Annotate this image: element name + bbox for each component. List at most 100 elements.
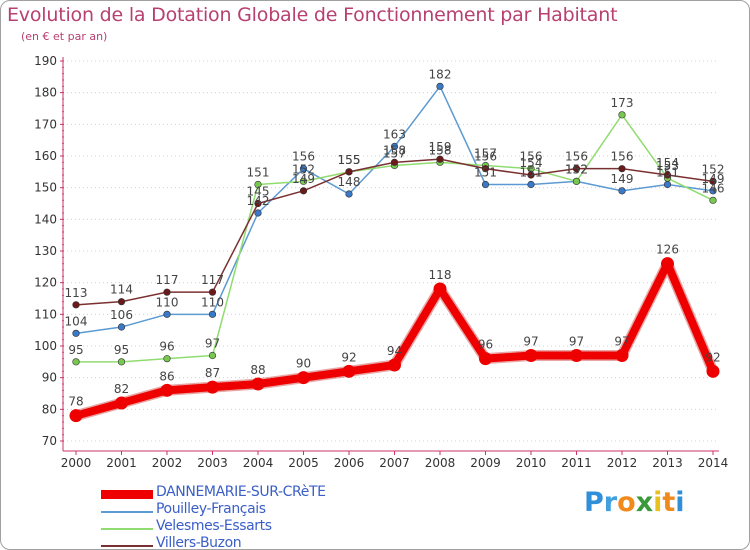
data-point (390, 142, 399, 151)
data-label: 149 (611, 172, 634, 186)
data-label: 118 (429, 268, 452, 282)
series-4 (72, 155, 717, 309)
data-label: 96 (159, 340, 174, 354)
x-tick-label: 2003 (197, 456, 228, 470)
data-label: 151 (474, 166, 497, 180)
legend-swatch (101, 490, 153, 499)
data-label: 173 (611, 96, 634, 110)
data-point (618, 111, 626, 119)
data-label: 158 (429, 143, 452, 157)
data-label: 94 (387, 344, 402, 358)
data-point (709, 187, 717, 195)
axes: 70 80 90 100 110 120 130 140 150 160 170 180 190 2000… (34, 54, 728, 470)
data-label: 156 (520, 150, 543, 164)
y-tick-label: 70 (42, 434, 57, 448)
data-point (299, 165, 308, 173)
data-point (254, 180, 262, 189)
legend-swatch (101, 511, 153, 513)
data-label: 90 (296, 357, 311, 371)
data-label: 95 (68, 343, 83, 357)
data-point (117, 323, 126, 331)
x-tick-label: 2007 (379, 456, 410, 470)
data-point (117, 358, 126, 366)
x-tick-label: 2002 (152, 456, 183, 470)
x-tick-label: 2010 (516, 456, 547, 470)
data-label: 152 (702, 162, 725, 176)
data-point (479, 352, 492, 366)
data-label: 156 (292, 150, 315, 164)
data-label: 97 (614, 335, 629, 349)
x-tick-label: 2012 (607, 456, 638, 470)
data-label: 113 (65, 286, 88, 300)
data-point (254, 209, 262, 217)
data-point (663, 171, 672, 179)
y-tick-label: 140 (34, 212, 57, 226)
data-point (706, 364, 720, 378)
data-point (388, 358, 401, 372)
data-label: 88 (250, 363, 265, 377)
data-label: 86 (159, 369, 174, 383)
data-point (709, 177, 717, 185)
y-tick-label: 160 (34, 149, 57, 163)
data-point (299, 187, 308, 195)
data-point (117, 298, 126, 306)
data-label: 151 (247, 166, 270, 180)
data-label: 97 (523, 335, 538, 349)
data-point (709, 196, 717, 204)
data-label: 92 (341, 350, 356, 364)
data-label: 110 (156, 295, 179, 309)
y-tick-label: 90 (42, 371, 57, 385)
data-point (433, 282, 447, 296)
data-label: 146 (702, 181, 725, 195)
data-label: 153 (656, 159, 679, 173)
data-point (208, 351, 217, 360)
data-point (618, 165, 626, 173)
data-label: 154 (656, 156, 679, 170)
x-tick-label: 2001 (106, 456, 137, 470)
data-label: 106 (110, 308, 133, 322)
data-point (160, 383, 174, 397)
legend-swatch (101, 545, 153, 547)
x-tick-label: 2009 (470, 456, 501, 470)
legend-label: Velesmes-Essarts (156, 518, 272, 534)
x-tick-label: 2006 (334, 456, 365, 470)
data-point (481, 180, 490, 189)
logo-letter: t (662, 487, 676, 518)
data-point (72, 301, 80, 309)
y-tick-label: 80 (42, 402, 57, 416)
legend-label: DANNEMARIE-SUR-CRèTE (156, 484, 326, 500)
y-tick-label: 150 (34, 181, 57, 195)
data-label: 157 (383, 147, 406, 161)
data-point (663, 180, 672, 189)
data-label: 87 (205, 366, 220, 380)
data-point (72, 358, 80, 366)
data-label: 96 (478, 338, 493, 352)
y-tick-label: 170 (34, 117, 57, 131)
x-tick-label: 2000 (61, 456, 92, 470)
legend-label: Villers-Buzon (156, 535, 242, 550)
series-2 (72, 82, 717, 337)
data-point (297, 371, 310, 385)
legend-label: Pouilley-Français (156, 501, 266, 517)
data-point (661, 257, 674, 271)
data-label: 142 (247, 194, 270, 208)
data-point (618, 187, 626, 195)
data-point (572, 165, 581, 173)
data-point (524, 349, 538, 362)
x-tick-label: 2013 (652, 456, 683, 470)
data-point (163, 310, 171, 318)
data-labels: 78 82 86 87 88 90 92 94 118 96 97 97 97 126 92 104 106 11… (65, 67, 725, 408)
data-label: 110 (201, 295, 224, 309)
data-label: 151 (656, 166, 679, 180)
data-label: 104 (65, 314, 88, 328)
data-label: 97 (205, 337, 220, 351)
data-label: 92 (705, 350, 720, 364)
data-label: 149 (292, 172, 315, 186)
logo-letter: P (584, 487, 604, 518)
data-point (615, 349, 629, 362)
data-label: 155 (338, 153, 361, 167)
data-point (436, 82, 444, 90)
data-point (481, 165, 490, 173)
data-label: 78 (68, 395, 83, 409)
